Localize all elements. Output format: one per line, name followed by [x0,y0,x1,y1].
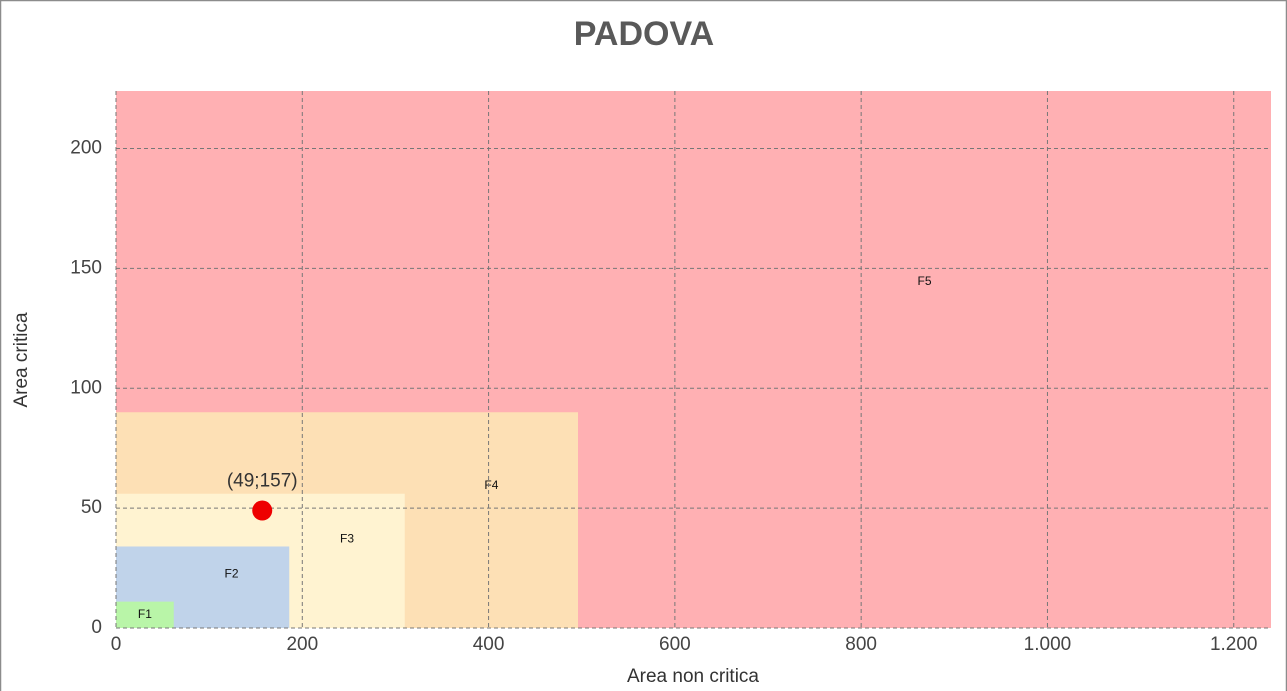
region-label: F3 [340,532,354,546]
x-tick-label: 400 [473,634,505,655]
region-label: F1 [138,607,152,621]
y-tick-label: 200 [70,138,102,159]
x-tick-label: 800 [845,634,877,655]
y-tick-label: 100 [70,377,102,398]
region [116,601,174,628]
data-point [252,500,273,521]
plot-area: F1 F2 F3 F4 F5 [116,91,1271,628]
y-tick-label: 50 [81,497,102,518]
region-label: F4 [484,478,498,492]
y-tick-label: 150 [70,257,102,278]
x-axis-label: Area non critica [627,666,759,687]
chart-title: PADOVA [574,15,714,53]
x-tick-label: 1.000 [1024,634,1072,655]
x-tick-label: 600 [659,634,691,655]
region-label: F5 [917,274,931,288]
region-label: F2 [224,566,238,580]
y-tick-label: 0 [91,617,102,638]
point-label: (49;157) [227,471,298,492]
y-axis-label: Area critica [11,312,32,407]
x-tick-label: 0 [111,634,122,655]
x-tick-label: 200 [286,634,318,655]
x-tick-label: 1.200 [1210,634,1258,655]
